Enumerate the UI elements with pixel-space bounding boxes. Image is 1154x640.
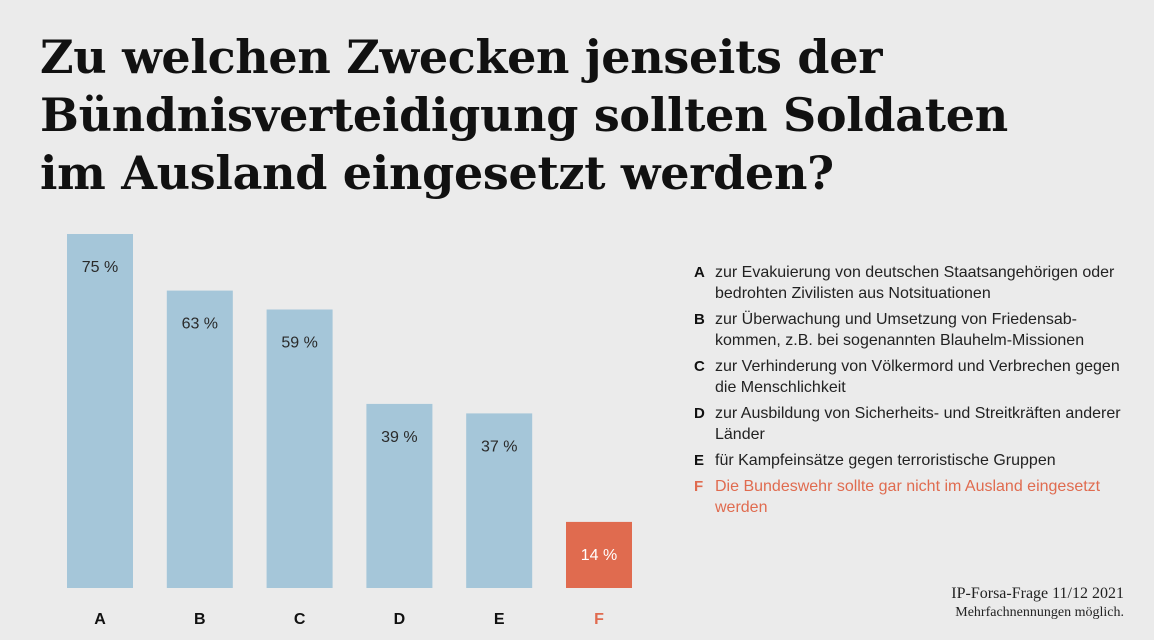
value-label-a: 75 %: [82, 259, 118, 276]
bar-a: [67, 234, 133, 588]
legend-text: zur Verhinderung von Völkermord und Verb…: [715, 358, 1120, 396]
value-label-f: 14 %: [581, 547, 617, 564]
bar-b: [166, 290, 233, 588]
legend-text: für Kampfeinsätze gegen terroristische G…: [715, 452, 1056, 469]
bar-f: [566, 521, 632, 588]
legend-item-a: A zur Evakuierung von deutschen Staatsan…: [694, 262, 1134, 304]
category-labels-group: A B C D E F: [94, 611, 604, 628]
legend-letter: C: [694, 358, 705, 375]
category-label-f: F: [594, 611, 604, 628]
bar-e: [466, 413, 533, 588]
legend: A zur Evakuierung von deutschen Staatsan…: [694, 262, 1134, 523]
title-line: im Ausland eingesetzt werden?: [40, 146, 834, 200]
bar-chart: 75 % 63 % 59 % 39 % 37 % 14 % A B C D E F: [67, 234, 632, 628]
chart-title: Zu welchen Zwecken jenseits der Bündnisv…: [40, 28, 1120, 202]
legend-item-c: C zur Verhinderung von Völkermord und Ve…: [694, 356, 1134, 398]
value-label-b: 63 %: [182, 316, 218, 333]
category-label-a: A: [94, 611, 106, 628]
legend-letter: E: [694, 452, 705, 469]
value-labels-group: 75 % 63 % 59 % 39 % 37 % 14 %: [82, 259, 617, 564]
legend-letter: A: [694, 264, 705, 281]
value-label-d: 39 %: [381, 429, 417, 446]
title-line: Bündnisverteidigung sollten Soldaten: [40, 88, 1008, 142]
legend-item-e: E für Kampfeinsätze gegen terroristische…: [694, 450, 1134, 471]
bar-c: [266, 309, 333, 588]
bars-group: [67, 234, 632, 588]
bar-d: [366, 403, 433, 588]
value-label-e: 37 %: [481, 438, 517, 455]
source-note: IP-Forsa-Frage 11/12 2021 Mehrfachnennun…: [951, 584, 1124, 622]
category-label-c: C: [294, 611, 306, 628]
footnote: Mehrfachnennungen möglich.: [955, 605, 1124, 620]
legend-text: Die Bundeswehr sollte gar nicht im Ausla…: [715, 478, 1101, 516]
category-label-d: D: [394, 611, 406, 628]
legend-letter: D: [694, 405, 705, 422]
value-label-c: 59 %: [281, 335, 317, 352]
category-label-b: B: [194, 611, 206, 628]
legend-item-b: B zur Überwachung und Umsetzung von Frie…: [694, 309, 1134, 351]
legend-text: zur Ausbildung von Sicherheits- und Stre…: [715, 405, 1121, 443]
category-label-e: E: [494, 611, 505, 628]
legend-letter: F: [694, 478, 704, 495]
legend-letter: B: [694, 311, 705, 328]
legend-item-d: D zur Ausbildung von Sicherheits- und St…: [694, 403, 1134, 445]
legend-text: zur Evakuierung von deutschen Staatsange…: [715, 264, 1115, 302]
source-line: IP-Forsa-Frage 11/12 2021: [951, 585, 1124, 602]
legend-item-f: F Die Bundeswehr sollte gar nicht im Aus…: [694, 476, 1134, 518]
legend-text: zur Überwachung und Umsetzung von Friede…: [715, 311, 1085, 349]
title-line: Zu welchen Zwecken jenseits der: [40, 30, 883, 84]
